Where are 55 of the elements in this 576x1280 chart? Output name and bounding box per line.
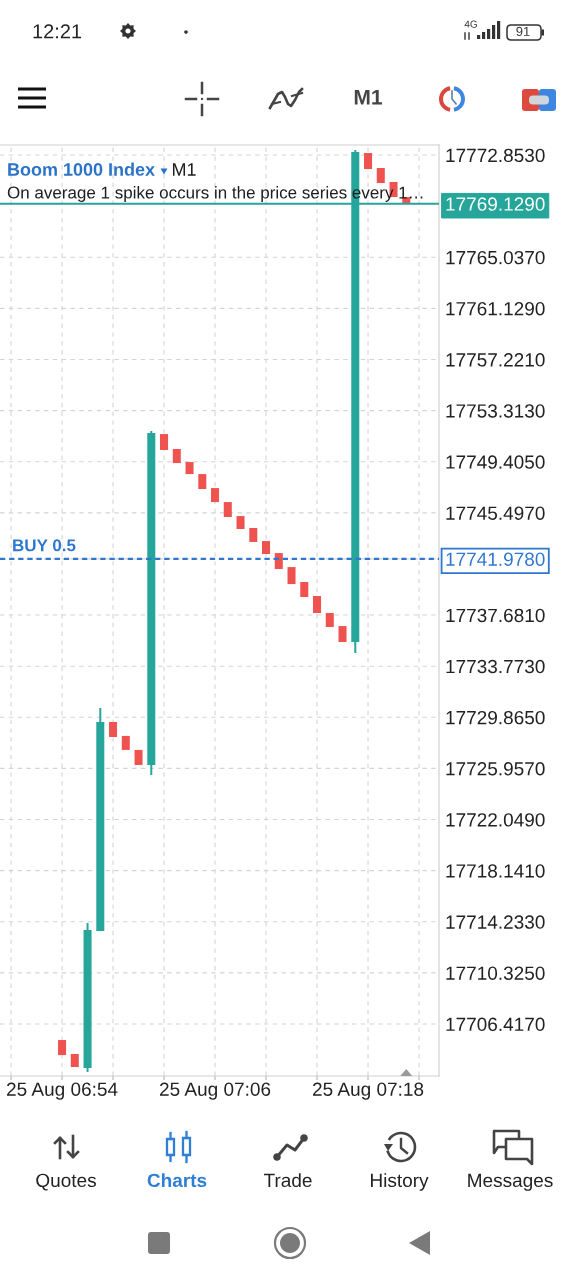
- candlestick: [249, 527, 258, 542]
- candlestick: [172, 448, 181, 464]
- ref-line-label: BUY 0.5: [13, 539, 76, 552]
- candlestick: [236, 516, 245, 530]
- y-tick-label: 17725.9570: [446, 762, 545, 776]
- candlestick: [185, 462, 194, 475]
- candlestick: [134, 749, 143, 765]
- y-tick-label: 17769.1290: [446, 197, 545, 211]
- text: Quotes: [36, 1173, 96, 1191]
- text: 4G: [464, 20, 477, 28]
- candlestick: [313, 595, 322, 613]
- candlestick: [364, 152, 373, 170]
- text: M1: [354, 89, 382, 105]
- text: Charts: [147, 1173, 207, 1188]
- annotation: M1: [172, 163, 196, 176]
- x-tick-label: 25 Aug 07:06: [160, 1082, 271, 1100]
- candlestick: [198, 474, 207, 489]
- candlestick: [223, 502, 232, 517]
- y-tick-label: 17749.4050: [446, 455, 545, 469]
- y-tick-label: 17765.0370: [446, 250, 545, 265]
- candlestick: [287, 567, 296, 585]
- candlestick: [70, 1054, 79, 1067]
- candlestick: [121, 735, 130, 750]
- candlestick: [338, 626, 347, 643]
- y-tick-label: 17722.0490: [446, 813, 545, 827]
- text: 91: [516, 26, 530, 36]
- y-tick-label: 17714.2330: [446, 915, 545, 929]
- candlestick: [274, 553, 283, 570]
- candlestick: [262, 541, 271, 554]
- x-tick-label: 25 Aug 06:54: [7, 1082, 118, 1100]
- y-tick-label: 17706.4170: [446, 1017, 545, 1032]
- y-tick-label: 17753.3130: [446, 404, 545, 418]
- y-tick-label: 17718.1410: [446, 864, 545, 878]
- candlestick: [211, 488, 220, 503]
- y-tick-label: 17741.9780: [446, 552, 545, 566]
- text: Boom 1000 Index: [8, 162, 155, 176]
- y-tick-label: 17757.2210: [446, 353, 545, 367]
- candlestick: [325, 612, 334, 627]
- y-tick-label: 17710.3250: [446, 966, 545, 980]
- text: Messages: [468, 1173, 553, 1191]
- candlestick: [376, 168, 385, 184]
- candlestick: [300, 581, 309, 598]
- y-tick-label: 17761.1290: [446, 301, 545, 316]
- y-tick-label: 17772.8530: [446, 148, 545, 163]
- y-tick-label: 17733.7730: [446, 659, 545, 674]
- text: History: [371, 1173, 429, 1191]
- y-tick-label: 17745.4970: [446, 506, 545, 520]
- candlestick: [160, 434, 169, 451]
- candlestick: [58, 1040, 67, 1056]
- text: Trade: [263, 1173, 312, 1188]
- y-tick-label: 17737.6810: [446, 608, 545, 623]
- text: 12:21: [33, 24, 82, 39]
- y-tick-label: 17729.8650: [446, 710, 545, 725]
- candlestick: [109, 721, 118, 737]
- x-tick-label: 25 Aug 07:18: [312, 1082, 424, 1100]
